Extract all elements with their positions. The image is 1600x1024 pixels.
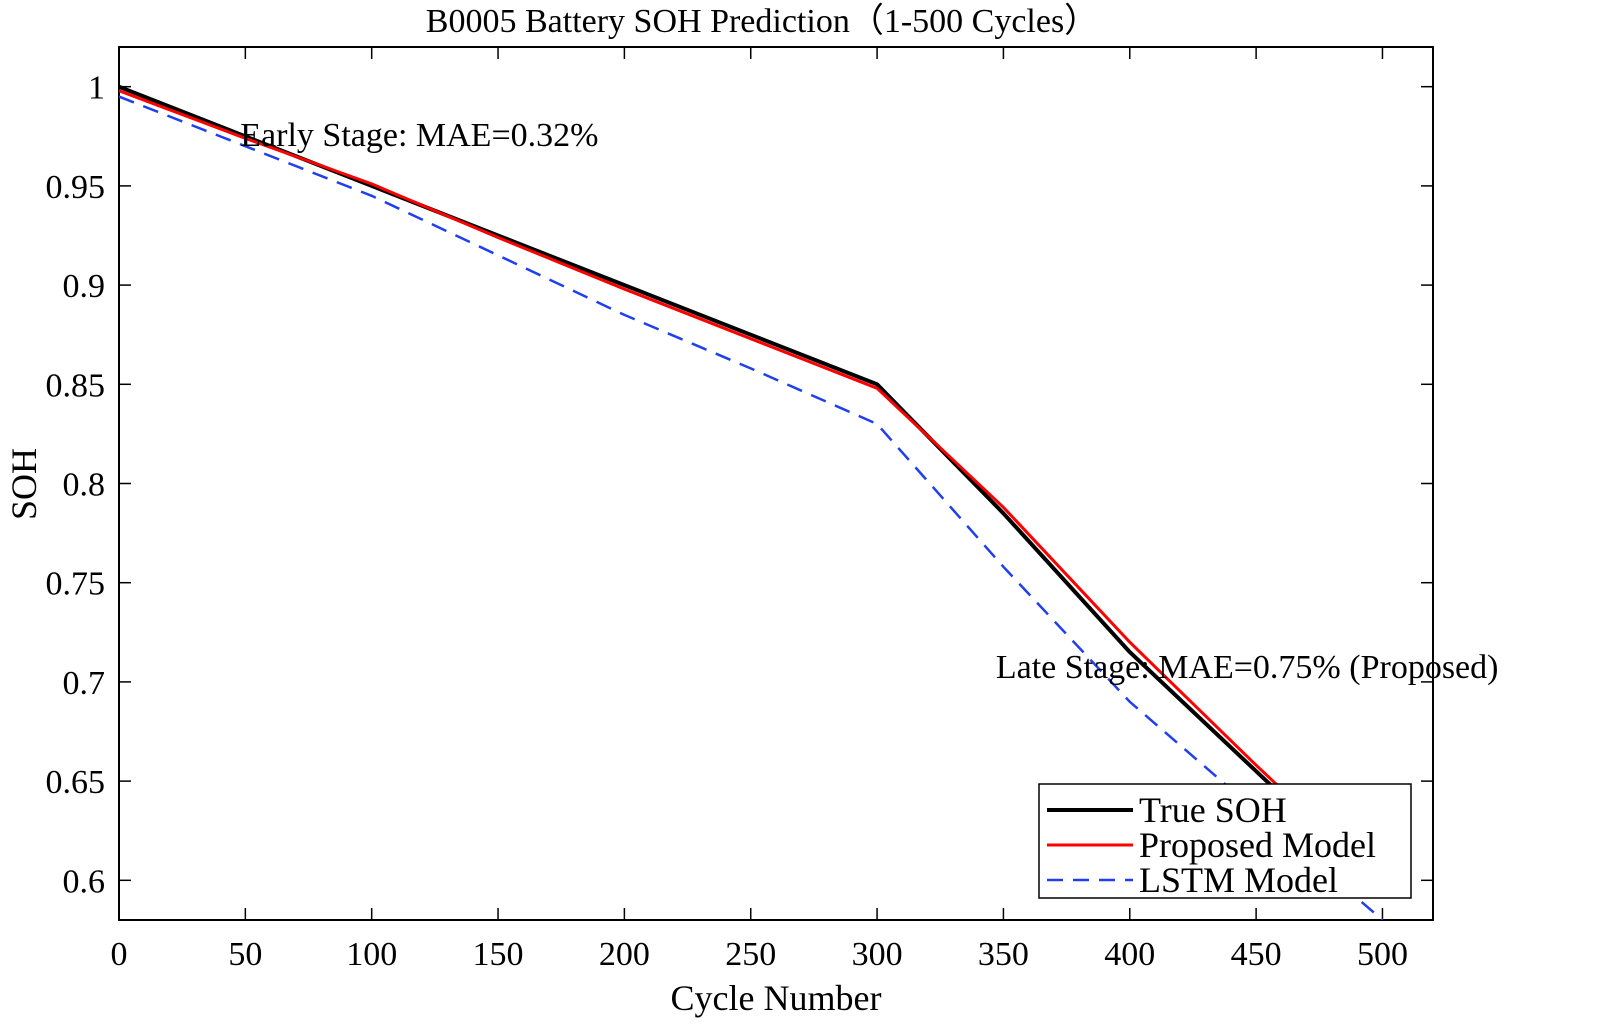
x-tick-label: 50	[228, 936, 262, 973]
y-tick-label: 1	[88, 70, 105, 107]
y-tick-label: 0.65	[46, 764, 106, 801]
x-tick-label: 0	[111, 936, 128, 973]
y-axis-title: SOH	[4, 448, 44, 520]
annotation-text: Late Stage: MAE=0.75% (Proposed)	[996, 649, 1499, 686]
annotations: Early Stage: MAE=0.32% Late Stage: MAE=0.…	[240, 117, 1498, 686]
series-lines	[119, 84, 1384, 920]
y-tick-label: 0.8	[63, 467, 106, 504]
y-axis: 0.6 0.65 0.7 0.75 0.8 0.85 0.9 0.95 1	[46, 70, 1433, 900]
y-tick-label: 0.75	[46, 566, 106, 603]
x-tick-label: 200	[599, 936, 650, 973]
y-tick-label: 0.7	[63, 665, 106, 702]
chart-title: B0005 Battery SOH Prediction（1-500 Cycle…	[426, 2, 1098, 40]
x-tick-label: 250	[725, 936, 776, 973]
x-tick-label: 500	[1357, 936, 1408, 973]
y-tick-label: 0.95	[46, 169, 106, 206]
series-line-lstm-model	[119, 95, 1384, 920]
x-axis-title: Cycle Number	[671, 978, 882, 1018]
y-tick-label: 0.6	[63, 863, 106, 900]
series-line-proposed-model	[119, 89, 1384, 886]
x-tick-label: 400	[1104, 936, 1155, 973]
x-tick-label: 150	[473, 936, 524, 973]
x-tick-label: 450	[1231, 936, 1282, 973]
x-tick-label: 100	[346, 936, 397, 973]
x-axis: 0 50 100 150 200 250 300 350 400 450 500	[111, 47, 1408, 973]
y-tick-label: 0.9	[63, 268, 106, 305]
x-tick-label: 350	[978, 936, 1029, 973]
legend-label: True SOH	[1139, 790, 1287, 830]
x-tick-label: 300	[852, 936, 903, 973]
legend-label: LSTM Model	[1139, 860, 1338, 900]
y-tick-label: 0.85	[46, 367, 106, 404]
series-line-true-soh	[119, 84, 1384, 892]
legend-label: Proposed Model	[1139, 825, 1376, 865]
annotation-text: Early Stage: MAE=0.32%	[240, 117, 598, 154]
